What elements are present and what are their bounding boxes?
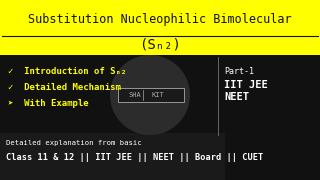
Text: (Sₙ₂): (Sₙ₂) (139, 37, 181, 51)
Text: Class 11 & 12 || IIT JEE || NEET || Board || CUET: Class 11 & 12 || IIT JEE || NEET || Boar… (6, 152, 263, 161)
Text: NEET: NEET (224, 92, 249, 102)
Text: Detailed explanation from basic: Detailed explanation from basic (6, 140, 142, 146)
FancyBboxPatch shape (0, 0, 320, 55)
FancyBboxPatch shape (118, 88, 184, 102)
Text: ✓  Introduction of Sₙ₂: ✓ Introduction of Sₙ₂ (8, 68, 126, 76)
FancyBboxPatch shape (0, 133, 225, 180)
Text: IIT JEE: IIT JEE (224, 80, 268, 90)
Text: ✓  Detailed Mechanism: ✓ Detailed Mechanism (8, 84, 121, 93)
Circle shape (110, 55, 190, 135)
Text: Substitution Nucleophilic Bimolecular: Substitution Nucleophilic Bimolecular (28, 14, 292, 26)
Text: SHA: SHA (129, 92, 141, 98)
Text: ➤  With Example: ➤ With Example (8, 100, 89, 109)
Text: KIT: KIT (152, 92, 164, 98)
Text: Part-1: Part-1 (224, 68, 254, 76)
